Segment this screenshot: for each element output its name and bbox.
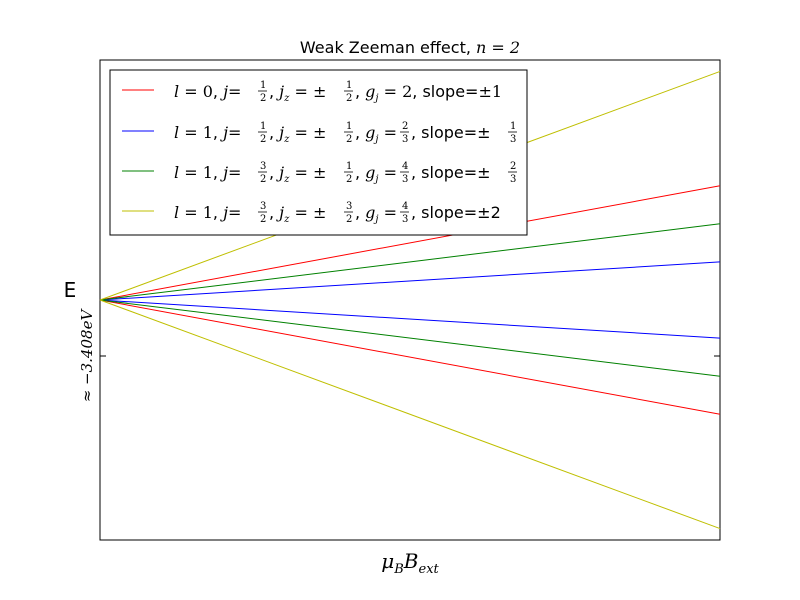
- legend-3-l: 1: [203, 163, 213, 182]
- legend-2-l: 1: [203, 123, 213, 142]
- legend-4-j-num: 3: [260, 201, 266, 212]
- series-2-line-up: [99, 261, 721, 301]
- title-text: Weak Zeeman effect,: [300, 38, 476, 57]
- legend-3-jz: , jz = ±: [269, 163, 326, 185]
- y-axis-label: E: [64, 278, 77, 302]
- legend-2-gj-den: 3: [402, 134, 408, 145]
- legend-entry-4: l = 1, j= 3 2 , jz = ± 3 2 , gj = 4 3 , …: [122, 201, 501, 225]
- legend-1-j-den: 2: [260, 93, 266, 104]
- title-math: n = 2: [476, 38, 520, 57]
- legend-1-gj: , gj = 2, slope=±1: [355, 82, 502, 104]
- legend-3-jz-num: 1: [346, 161, 352, 172]
- legend-2-j-num: 1: [260, 121, 266, 132]
- legend-4-jz-num: 3: [346, 201, 352, 212]
- legend-4-jz-den: 2: [346, 214, 352, 225]
- legend-3-jz-den: 2: [346, 174, 352, 185]
- legend-2-jz-num: 1: [346, 121, 352, 132]
- legend-entry-2: l = 1, j= 1 2 , jz = ± 1 2 , gj = 2 3 , …: [122, 121, 517, 145]
- legend-4-l: 1: [203, 203, 213, 222]
- x-axis-label: μBBext: [381, 549, 439, 577]
- legend-label-3: l = 1, j=: [174, 163, 241, 182]
- series-3-line-up: [99, 223, 721, 301]
- legend-3-j-den: 2: [260, 174, 266, 185]
- y-axis-note: ≈ −3.408eV: [78, 308, 96, 403]
- legend-entry-1: l = 0, j= 1 2 , jz = ± 1 2 , gj = 2, slo…: [122, 80, 502, 104]
- legend-1-l: 0: [203, 82, 213, 101]
- series-1-line-up: [99, 185, 721, 301]
- legend-1-jz: , jz = ±: [269, 82, 326, 104]
- legend-1-j-num: 1: [260, 80, 266, 91]
- legend-1-jz-num: 1: [346, 80, 352, 91]
- legend-3-slope: , slope=±: [411, 163, 491, 182]
- legend-3-gj: , gj =: [355, 163, 397, 185]
- series-4-line-down: [99, 299, 721, 530]
- chart-title: Weak Zeeman effect, n = 2: [300, 38, 520, 57]
- legend-3-slope-den: 3: [510, 174, 516, 185]
- legend-2-jz: , jz = ±: [269, 123, 326, 145]
- legend-3-slope-num: 2: [510, 161, 516, 172]
- legend-4-j-den: 2: [260, 214, 266, 225]
- series-2-line-down: [99, 299, 721, 339]
- legend-2-slope-den: 3: [510, 134, 516, 145]
- legend-label-1: l = 0, j=: [174, 82, 241, 101]
- legend-3-gj-den: 3: [402, 174, 408, 185]
- legend-4-gj-num: 4: [402, 201, 408, 212]
- legend-2-jz-den: 2: [346, 134, 352, 145]
- legend-label-2: l = 1, j=: [174, 123, 241, 142]
- legend: l = 0, j= 1 2 , jz = ± 1 2 , gj = 2, slo…: [109, 69, 528, 236]
- legend-4-gj-den: 3: [402, 214, 408, 225]
- legend-2-gj: , gj =: [355, 123, 397, 145]
- legend-4-gj: , gj =: [355, 203, 397, 225]
- legend-box: [109, 69, 528, 236]
- legend-1-jz-den: 2: [346, 93, 352, 104]
- legend-4-jz: , jz = ±: [269, 203, 326, 225]
- series-3-line-down: [99, 299, 721, 377]
- legend-2-slope: , slope=±: [411, 123, 491, 142]
- legend-entry-3: l = 1, j= 3 2 , jz = ± 1 2 , gj = 4 3 , …: [122, 161, 517, 185]
- legend-3-gj-num: 4: [402, 161, 408, 172]
- legend-4-slope: , slope=±2: [411, 203, 501, 222]
- legend-3-j-num: 3: [260, 161, 266, 172]
- legend-2-j-den: 2: [260, 134, 266, 145]
- legend-2-slope-num: 1: [510, 121, 516, 132]
- series-1-line-down: [99, 299, 721, 415]
- series-lines: [99, 70, 721, 530]
- legend-label-4: l = 1, j=: [174, 203, 241, 222]
- legend-2-gj-num: 2: [402, 121, 408, 132]
